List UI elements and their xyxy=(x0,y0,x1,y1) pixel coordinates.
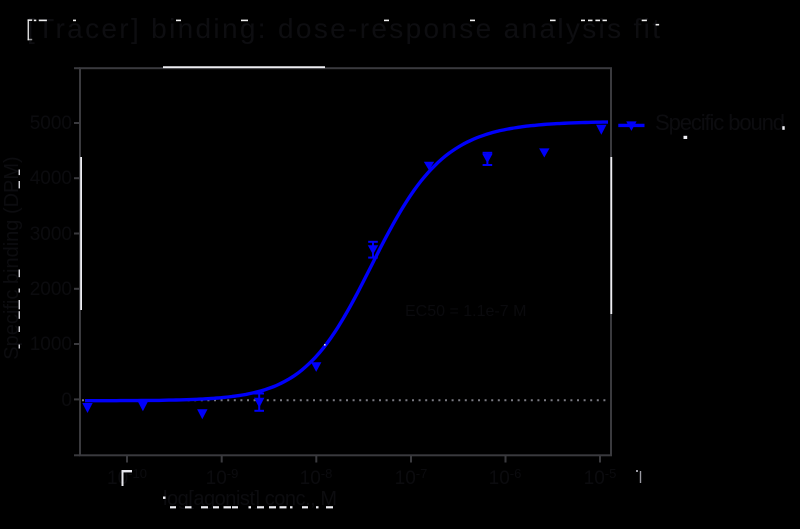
svg-text:10-7: 10-7 xyxy=(395,466,428,489)
svg-text:log[agonist] conc., M: log[agonist] conc., M xyxy=(163,488,337,510)
svg-text:4000: 4000 xyxy=(30,168,72,189)
svg-text:10-5: 10-5 xyxy=(584,466,617,489)
svg-text:Specific binding (DPM): Specific binding (DPM) xyxy=(1,156,23,359)
svg-text:3000: 3000 xyxy=(30,224,72,245)
svg-text:1000: 1000 xyxy=(30,334,72,355)
svg-text:2000: 2000 xyxy=(30,279,72,300)
svg-text:[Tracer] binding: dose-respons: [Tracer] binding: dose-response analysis… xyxy=(27,13,660,44)
svg-text:Specific bound: Specific bound xyxy=(655,110,785,135)
svg-text:0: 0 xyxy=(61,390,72,411)
svg-text:10-9: 10-9 xyxy=(206,466,239,489)
svg-text:10-8: 10-8 xyxy=(300,466,333,489)
svg-text:10-6: 10-6 xyxy=(489,466,522,489)
svg-text:10-10: 10-10 xyxy=(107,466,147,489)
svg-text:EC50 = 1.1e-7 M: EC50 = 1.1e-7 M xyxy=(405,303,526,320)
svg-text:5000: 5000 xyxy=(30,113,72,134)
